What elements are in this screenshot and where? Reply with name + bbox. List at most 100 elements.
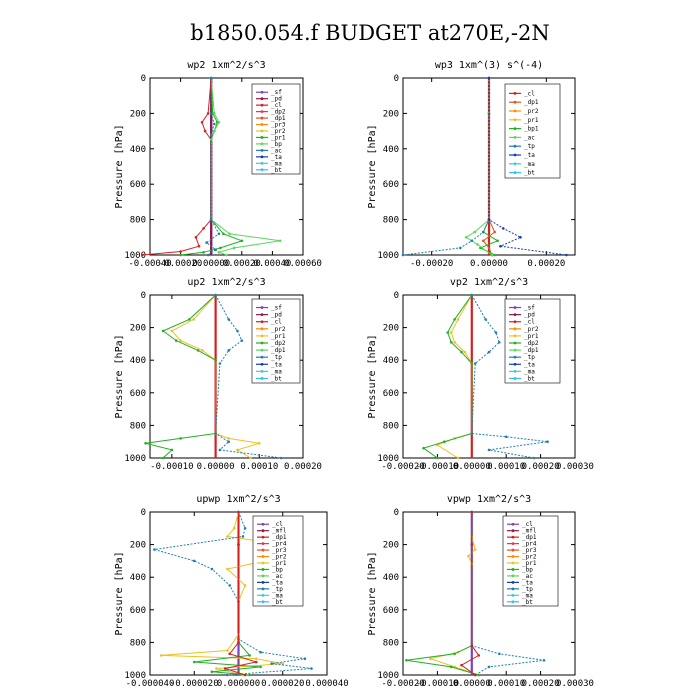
legend-marker — [513, 136, 517, 139]
legend-marker — [260, 377, 264, 380]
series-point — [202, 251, 205, 254]
series-point — [223, 667, 227, 670]
x-tick-label: -0.00010 — [150, 462, 193, 472]
legend-label: _tp — [271, 354, 282, 361]
legend-marker — [261, 529, 265, 533]
series-point — [456, 318, 460, 321]
legend-label: _pr1 — [524, 333, 539, 340]
series-line-tp — [402, 78, 490, 256]
legend: _sf_pd_cl_pr2_pr1_dp2_dp1_tp_ta_ma_bt — [251, 298, 301, 384]
y-tick-label: 1000 — [124, 251, 146, 261]
y-tick-label: 600 — [383, 389, 399, 399]
legend-label: _pr1 — [522, 560, 537, 567]
series-point — [258, 442, 261, 445]
series-point — [281, 662, 285, 665]
series-point — [228, 584, 231, 587]
series-point — [227, 440, 230, 444]
legend-label: _pr3 — [522, 547, 537, 554]
y-tick-label: 600 — [383, 606, 399, 616]
legend-marker — [260, 341, 264, 345]
series-point — [493, 230, 497, 234]
series-line-cl — [142, 77, 212, 256]
series-point — [197, 244, 201, 248]
legend-marker — [513, 341, 517, 345]
series-point — [463, 350, 467, 354]
legend-label: _dp1 — [271, 347, 286, 354]
legend-marker — [261, 522, 265, 526]
legend-label: _ma — [522, 592, 533, 599]
legend-label: _bt — [271, 167, 282, 174]
legend-label: _ma — [271, 368, 282, 375]
series-point — [153, 548, 156, 551]
x-tick-label: -0.000040 — [126, 679, 175, 689]
plot-frame — [402, 294, 576, 459]
legend-label: _ma — [272, 592, 283, 599]
legend-marker — [511, 548, 515, 552]
series-point — [532, 456, 535, 460]
series-point — [188, 318, 191, 321]
y-tick-label: 0 — [394, 508, 399, 518]
series-point — [249, 456, 252, 460]
legend: _sf_pd_cl_dp2_dp1_pr3_pr2_pr1_bp_ac_ta_m… — [251, 83, 301, 175]
legend-marker — [511, 574, 515, 578]
legend-label: _cl — [271, 102, 282, 109]
series-point — [210, 567, 214, 571]
series-point — [240, 239, 244, 243]
y-tick-label: 200 — [130, 109, 146, 119]
legend-label: _pr1 — [524, 117, 539, 124]
series-point — [236, 448, 239, 452]
series-point — [473, 673, 477, 677]
legend-marker — [260, 313, 264, 317]
series-line-ac — [465, 78, 493, 256]
legend-label: _dp2 — [271, 109, 286, 116]
series-point — [170, 329, 174, 333]
series-point — [422, 446, 425, 450]
panel-2: wp3 1xm^(3) s^(-4) Pressure [hPa] 0 200 400 6… — [367, 60, 576, 269]
series-point — [192, 318, 195, 321]
series-point — [565, 253, 568, 257]
x-tick-label: 0.00000 — [453, 679, 491, 689]
series-point — [259, 665, 262, 669]
x-tick-label: 0.000020 — [261, 679, 304, 689]
x-tick-label: 0.00020 — [522, 462, 560, 472]
series-point — [218, 362, 222, 365]
series-point — [225, 253, 228, 257]
series-point — [310, 667, 313, 670]
y-tick-label: 1000 — [124, 454, 146, 464]
series-point — [243, 673, 247, 677]
legend: _cl_mfl_dp1_pr4_pr3_pr2_pr1_bp_ac_ta_tp_… — [252, 515, 304, 607]
series-point — [429, 657, 432, 660]
series-point — [494, 331, 498, 334]
x-tick-label: 0.00000 — [470, 259, 508, 269]
series-point — [194, 236, 198, 239]
legend-marker — [513, 118, 517, 122]
legend-label: _bp — [271, 141, 282, 148]
legend-marker — [260, 129, 264, 133]
y-axis-label: Pressure [hPa] — [114, 551, 125, 635]
legend-label: _pr1 — [271, 134, 286, 141]
series-point — [226, 673, 229, 677]
series-point — [278, 239, 282, 243]
y-axis-label: Pressure [hPa] — [367, 551, 378, 635]
legend-label: _mfl — [272, 528, 287, 535]
y-axis-label: Pressure [hPa] — [367, 334, 378, 418]
legend-label: _dp2 — [271, 340, 286, 347]
legend-marker — [513, 348, 517, 352]
series-point — [490, 253, 494, 257]
series-point — [227, 318, 230, 321]
legend-label: _pd — [271, 96, 282, 103]
series-point — [179, 253, 182, 257]
x-tick-label: 0.00020 — [223, 259, 261, 269]
y-tick-label: 200 — [130, 324, 146, 334]
series-point — [449, 665, 453, 669]
series-point — [279, 456, 283, 460]
series-point — [170, 448, 174, 452]
series-point — [209, 112, 213, 115]
series-point — [206, 253, 210, 257]
legend-marker — [513, 355, 517, 359]
series-point — [473, 362, 477, 365]
series-point — [473, 548, 477, 551]
legend-marker — [260, 155, 264, 159]
series-point — [196, 349, 200, 352]
